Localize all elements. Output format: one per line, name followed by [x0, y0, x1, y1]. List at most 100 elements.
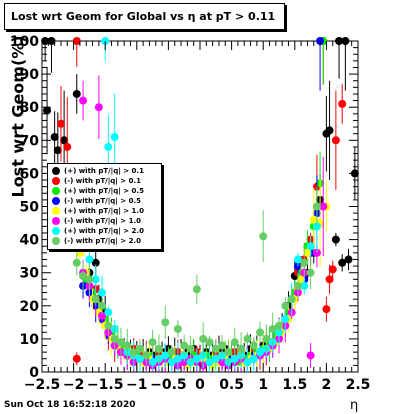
data-point: [135, 344, 144, 353]
y-tick-label: 30: [20, 266, 40, 282]
data-point: [60, 136, 69, 145]
data-point: [256, 328, 265, 337]
data-point: [325, 275, 334, 284]
data-point: [85, 275, 94, 284]
x-tick-label: 1.5: [282, 377, 307, 393]
data-point: [129, 348, 138, 357]
data-point: [224, 348, 233, 357]
y-tick-label: 60: [20, 166, 40, 182]
data-point: [211, 344, 220, 353]
legend-item: (-) with pT/|q| > 0.1: [52, 176, 164, 186]
data-point: [110, 334, 119, 343]
y-axis-label: Lost wrt Geom(%): [8, 35, 28, 198]
y-tick-label: 50: [20, 200, 40, 216]
data-point: [91, 258, 100, 267]
y-tick-label: 40: [20, 233, 40, 249]
x-tick-label: −0.5: [150, 377, 187, 393]
data-point: [56, 119, 65, 128]
data-point: [331, 136, 340, 145]
data-point: [230, 354, 239, 363]
data-point: [72, 89, 81, 98]
data-point: [47, 37, 56, 45]
legend: (+) with pT/|q| > 0.1 (-) with pT/|q| > …: [47, 163, 162, 250]
data-point: [50, 132, 59, 141]
legend-label: (-) with pT/|q| > 0.1: [64, 177, 141, 185]
data-point: [173, 324, 182, 333]
data-point: [259, 232, 268, 241]
chart-title: Lost wrt Geom for Global vs η at pT > 0.…: [11, 10, 276, 23]
data-point: [94, 103, 103, 112]
data-point: [328, 265, 337, 274]
data-point: [249, 354, 258, 363]
legend-item: (-) with pT/|q| > 2.0: [52, 236, 164, 246]
data-point: [325, 126, 334, 135]
legend-marker-icon: [52, 177, 60, 185]
data-point: [173, 354, 182, 363]
data-point: [75, 248, 84, 257]
legend-marker-icon: [52, 167, 60, 175]
data-point: [300, 281, 309, 290]
y-tick-label: 20: [20, 299, 40, 315]
data-point: [344, 255, 353, 264]
data-point: [256, 348, 265, 357]
timestamp-footer: Sun Oct 18 16:52:18 2020: [4, 400, 136, 410]
data-point: [192, 285, 201, 294]
data-point: [312, 202, 321, 211]
data-point: [262, 334, 271, 343]
legend-marker-icon: [52, 207, 60, 215]
y-tick-label: 70: [20, 133, 40, 149]
data-point: [268, 324, 277, 333]
x-tick-label: 2.5: [346, 377, 371, 393]
data-point: [186, 344, 195, 353]
data-point: [205, 338, 214, 347]
data-point: [306, 268, 315, 277]
data-point: [167, 358, 176, 367]
legend-label: (+) with pT/|q| > 1.0: [64, 207, 144, 215]
legend-label: (+) with pT/|q| > 0.1: [64, 167, 144, 175]
x-axis-label: η: [350, 398, 359, 413]
data-point: [322, 305, 331, 314]
legend-marker-icon: [52, 197, 60, 205]
series: [72, 186, 321, 367]
legend-label: (-) with pT/|q| > 2.0: [64, 237, 141, 245]
data-point: [211, 354, 220, 363]
data-point: [104, 321, 113, 330]
y-tick-label: 90: [20, 67, 40, 83]
data-point: [192, 354, 201, 363]
data-point: [142, 351, 151, 360]
data-point: [148, 338, 157, 347]
data-point: [297, 275, 306, 284]
data-point: [43, 106, 52, 115]
legend-label: (-) with pT/|q| > 0.5: [64, 197, 141, 205]
data-point: [287, 295, 296, 304]
data-point: [72, 37, 81, 45]
data-point: [148, 358, 157, 367]
data-point: [117, 338, 125, 347]
data-point: [79, 96, 88, 105]
legend-marker-icon: [52, 187, 60, 195]
data-point: [293, 255, 302, 264]
legend-item: (+) with pT/|q| > 1.0: [52, 206, 164, 216]
x-tick-label: −2.5: [24, 377, 61, 393]
data-point: [79, 272, 88, 281]
chart-title-box: Lost wrt Geom for Global vs η at pT > 0.…: [4, 3, 285, 30]
data-point: [135, 354, 144, 363]
data-point: [154, 344, 163, 353]
data-point: [53, 146, 62, 155]
data-point: [293, 281, 302, 290]
y-tick-label: 10: [20, 332, 40, 348]
data-point: [161, 318, 170, 327]
data-point: [338, 99, 347, 108]
data-point: [205, 358, 214, 367]
data-point: [243, 334, 252, 343]
legend-item: (-) with pT/|q| > 0.5: [52, 196, 164, 206]
data-point: [98, 301, 107, 310]
data-point: [98, 311, 107, 320]
legend-label: (-) with pT/|q| > 1.0: [64, 217, 141, 225]
data-point: [338, 258, 347, 267]
y-tick-label: 0: [29, 365, 39, 381]
data-point: [281, 315, 290, 324]
data-point: [167, 348, 176, 357]
legend-item: (+) with pT/|q| > 0.5: [52, 186, 164, 196]
